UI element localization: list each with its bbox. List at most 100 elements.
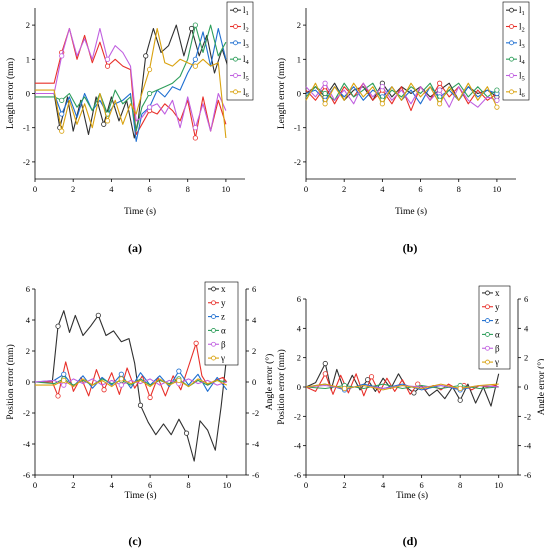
legend-label-name: l — [243, 38, 246, 48]
y2-tick-label: -6 — [252, 470, 259, 480]
legend-label-subscript: 2 — [522, 27, 525, 34]
x-tick-label: 8 — [186, 184, 190, 194]
series-point — [322, 371, 328, 377]
chart-panel-a: 0 2 4 6 8 10 -2 -1 0 1 2 Time (s) Length error (mm) l… — [5, 1, 254, 255]
y2-tick-label: -4 — [524, 441, 532, 451]
x-tick-label: 0 — [304, 184, 308, 194]
legend-label: l3 — [519, 38, 525, 50]
y-tick-label: -1 — [23, 123, 30, 133]
legend-frame — [226, 1, 254, 101]
y-tick-label: 6 — [26, 284, 30, 294]
legend-label: l6 — [519, 87, 526, 99]
x-tick-label: 6 — [420, 480, 424, 490]
legend-label-name: l — [519, 5, 522, 15]
y-tick-label: 0 — [26, 377, 30, 387]
series-line-x — [35, 310, 228, 462]
legend-swatch-marker — [233, 56, 238, 62]
y-tick-label: 2 — [26, 20, 30, 30]
series-line-l3 — [305, 86, 498, 105]
series-point — [55, 323, 61, 329]
series-point — [137, 402, 144, 408]
series-point — [192, 125, 198, 131]
y-axis-title: Length error (mm) — [5, 58, 16, 129]
series-point — [437, 80, 443, 86]
legend-label: y — [495, 302, 500, 312]
y2-axis-title: Angle error (°) — [536, 359, 544, 416]
y2-tick-label: -2 — [524, 411, 531, 421]
legend-label-name: x — [221, 284, 226, 294]
series-line-l1 — [305, 82, 498, 101]
series-point — [494, 97, 500, 103]
legend-label-name: z — [221, 312, 225, 322]
y2-tick-label: 4 — [252, 315, 257, 325]
series-line-l6 — [305, 82, 498, 108]
legend-swatch-marker — [509, 24, 514, 29]
series-line-γ — [35, 378, 228, 388]
x-tick-label: 4 — [110, 480, 115, 490]
series-line-y — [305, 373, 499, 397]
x-axis-title: Time (s) — [124, 490, 156, 501]
series-point — [183, 430, 190, 436]
series-point — [192, 22, 198, 28]
legend-label: l6 — [243, 87, 250, 99]
y2-tick-label: 0 — [524, 382, 528, 392]
y2-tick-label: 6 — [252, 284, 256, 294]
legend-label: α — [495, 329, 500, 339]
series-point — [322, 360, 328, 367]
legend-label-subscript: 1 — [522, 10, 525, 17]
x-tick-label: 0 — [33, 184, 37, 194]
x-tick-label: 10 — [494, 480, 503, 490]
legend-frame — [204, 281, 239, 366]
series-point — [379, 101, 385, 107]
legend-swatch-marker — [211, 300, 216, 306]
series-point — [494, 87, 500, 93]
series-point — [59, 111, 65, 117]
panel-label: (c) — [128, 534, 141, 548]
series-point — [118, 376, 124, 382]
y2-tick-label: 2 — [524, 353, 528, 363]
x-tick-label: 6 — [148, 480, 152, 490]
y-tick-label: 0 — [297, 382, 301, 392]
legend-label-name: x — [495, 288, 500, 298]
legend-frame — [478, 285, 511, 370]
legend-label-name: l — [519, 54, 522, 64]
y2-tick-label: -4 — [252, 439, 260, 449]
legend-swatch-marker — [509, 89, 514, 95]
legend-swatch-marker — [509, 73, 514, 78]
legend-label: l4 — [243, 54, 250, 66]
legend-swatch-marker — [233, 73, 238, 78]
series-line-l2 — [305, 82, 498, 112]
y-axis-title: Position error (mm) — [276, 349, 287, 424]
series-point — [118, 382, 124, 388]
series-point — [118, 371, 124, 377]
legend-label-subscript: 2 — [246, 27, 249, 34]
series-point — [193, 340, 199, 346]
panel-label: (b) — [403, 241, 418, 255]
series-point — [322, 90, 328, 97]
y2-tick-label: -2 — [252, 408, 259, 418]
legend-label: x — [495, 288, 500, 298]
legend-swatch-marker — [509, 7, 514, 13]
x-tick-label: 2 — [342, 480, 346, 490]
x-axis-title: Time (s) — [124, 206, 156, 217]
legend-label-name: β — [221, 339, 226, 349]
y-tick-label: -2 — [23, 408, 30, 418]
legend-label-subscript: 5 — [522, 76, 525, 83]
y-tick-label: -2 — [23, 157, 30, 167]
y-tick-label: 2 — [26, 346, 30, 356]
legend-swatch-marker — [485, 359, 490, 365]
legend-swatch-marker — [485, 345, 490, 351]
panel-label: (d) — [403, 534, 418, 548]
legend-label-name: l — [519, 22, 522, 32]
legend-swatch-marker — [233, 24, 238, 29]
legend-label-name: γ — [220, 353, 225, 363]
y-axis-title: Position error (mm) — [5, 344, 16, 419]
series-point — [104, 118, 111, 124]
legend-label-name: β — [495, 343, 500, 353]
